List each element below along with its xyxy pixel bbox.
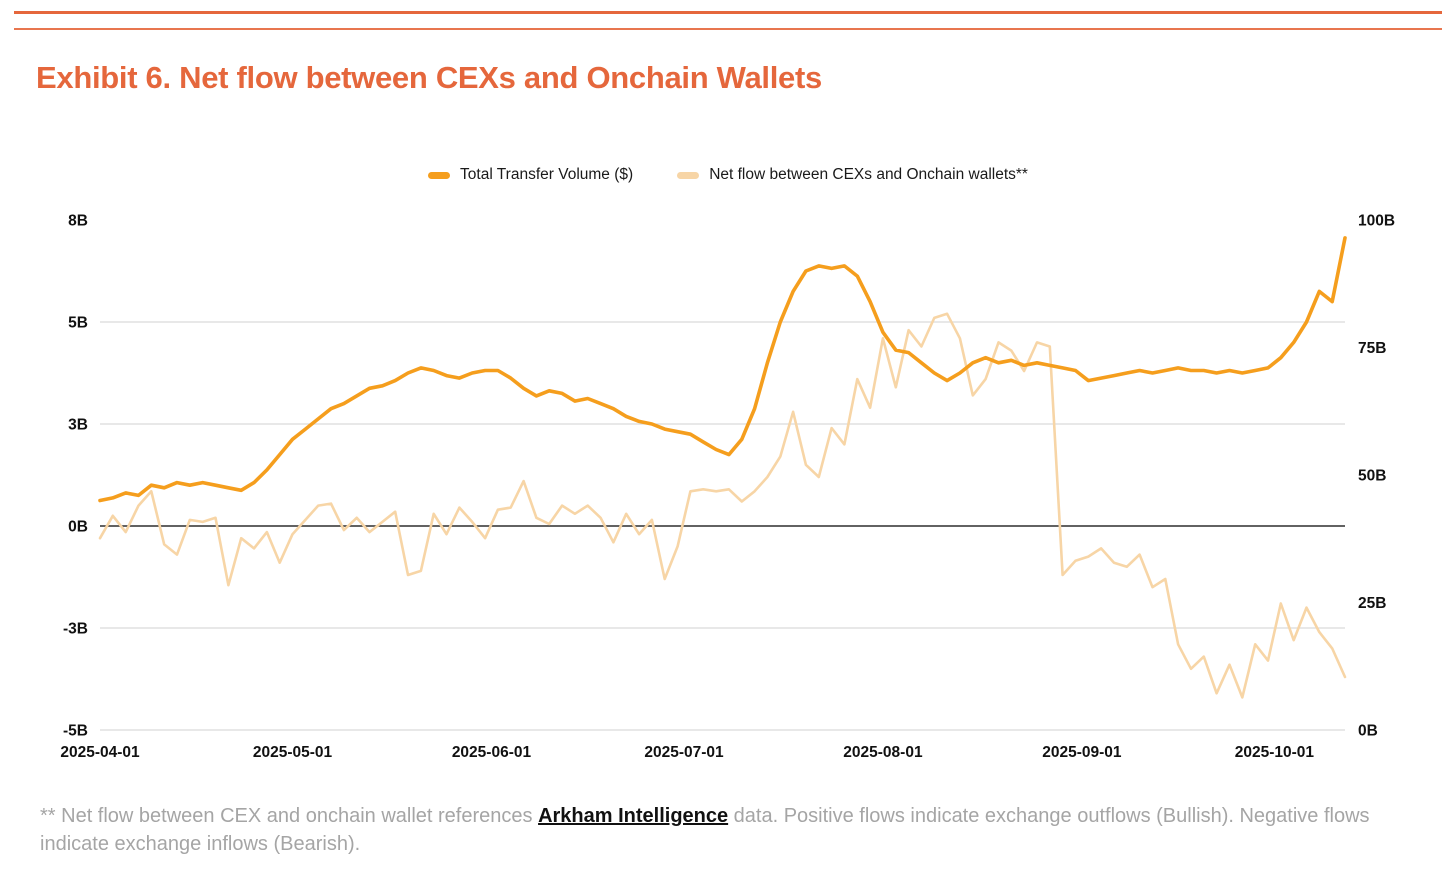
right-axis-tick-label: 0B [1358,723,1378,740]
chart-legend: Total Transfer Volume ($) Net flow betwe… [0,166,1456,184]
left-axis-tick-label: -5B [63,723,88,740]
right-axis-tick-label: 75B [1358,340,1386,357]
right-axis-tick-label: 50B [1358,468,1386,485]
top-rule-thick [14,11,1442,14]
x-axis-tick-label: 2025-04-01 [60,744,140,761]
left-axis-tick-label: 0B [68,519,88,536]
x-axis-tick-label: 2025-08-01 [843,744,923,761]
legend-item-net-flow: Net flow between CEXs and Onchain wallet… [677,166,1028,184]
x-axis-tick-label: 2025-06-01 [452,744,532,761]
x-axis-tick-label: 2025-09-01 [1042,744,1122,761]
left-axis-tick-label: 3B [68,417,88,434]
x-axis-tick-label: 2025-07-01 [644,744,724,761]
arkham-intelligence-link[interactable]: Arkham Intelligence [538,805,729,827]
x-axis-tick-label: 2025-05-01 [253,744,333,761]
legend-item-total-transfer-volume: Total Transfer Volume ($) [428,166,633,184]
legend-swatch-net-flow-icon [677,171,700,179]
left-axis-tick-label: 8B [68,213,88,230]
legend-label-total-transfer-volume: Total Transfer Volume ($) [460,166,634,183]
page-title: Exhibit 6. Net flow between CEXs and Onc… [36,60,822,95]
x-axis-tick-label: 2025-10-01 [1235,744,1315,761]
series-net-flow-line [98,312,1347,699]
footnote: ** Net flow between CEX and onchain wall… [40,802,1370,859]
right-axis-tick-label: 25B [1358,595,1386,612]
footnote-text-before: ** Net flow between CEX and onchain wall… [40,805,539,827]
series-total-transfer-volume-line [98,236,1347,503]
left-axis-tick-label: -3B [63,621,88,638]
legend-swatch-total-transfer-volume-icon [428,171,451,179]
right-axis-tick-label: 100B [1358,213,1395,230]
left-axis-tick-label: 5B [68,315,88,332]
top-rule-thin [14,28,1442,30]
footnote-text-after: data. Positive flows indicate exchange o… [40,805,1370,856]
legend-label-net-flow: Net flow between CEXs and Onchain wallet… [709,166,1028,183]
